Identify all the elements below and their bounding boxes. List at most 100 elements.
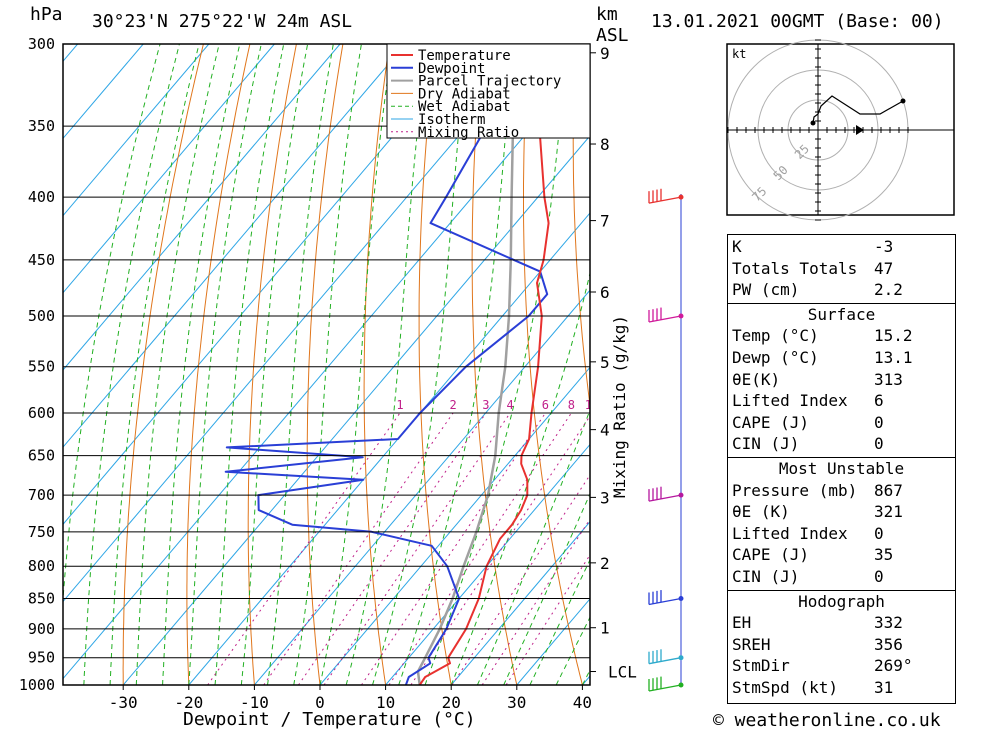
wind-barb: [648, 307, 682, 323]
dry-adiabat-line: [572, 44, 590, 410]
index-label: θE(K): [732, 369, 781, 389]
index-label: K: [732, 237, 742, 256]
index-value: 2.2: [874, 280, 903, 300]
index-value: 35: [874, 545, 894, 565]
index-row: θE(K) 313: [732, 370, 951, 391]
legend-label: Mixing Ratio: [418, 125, 519, 141]
index-label: PW (cm): [732, 280, 800, 300]
hodograph-unit: kt: [732, 47, 746, 61]
mixing-ratio-line: [323, 412, 511, 685]
pressure-tick-label: 800: [28, 557, 55, 575]
index-label: CIN (J): [732, 567, 800, 586]
index-label: Dewp (°C): [732, 348, 819, 367]
index-label: Lifted Index: [732, 391, 848, 411]
km-tick-label: 2: [600, 554, 610, 573]
isotherm-line: [63, 44, 472, 526]
index-row: Lifted Index 0: [732, 524, 951, 545]
km-tick-label: 9: [600, 44, 610, 63]
legend-label: Isotherm: [418, 112, 485, 128]
index-value: 6: [874, 391, 884, 411]
mixing-ratio-line: [481, 518, 590, 685]
mixing-ratio-label: 20: [652, 398, 666, 412]
index-label: CIN (J): [732, 434, 800, 454]
legend-label: Dewpoint: [418, 61, 485, 77]
mixing-ratio-line: [263, 412, 454, 685]
mixing-ratio-label: 3: [482, 398, 489, 412]
dry-adiabat-line: [622, 44, 714, 685]
mixing-ratio-label: 6: [542, 398, 549, 412]
wet-adiabat-line: [83, 44, 180, 685]
pressure-unit: hPa: [30, 4, 63, 25]
wet-adiabat-line: [109, 44, 200, 685]
isotherm-line: [63, 44, 341, 371]
index-row: Pressure (mb) 867: [732, 481, 951, 502]
index-value: 47: [874, 258, 894, 278]
isotherm-line: [63, 44, 210, 217]
wet-adiabat-line: [319, 44, 393, 685]
mixing-ratio-line: [298, 412, 487, 685]
km-tick-label: 5: [600, 353, 610, 372]
mixing-ratio-axis-label: Mixing Ratio (g/kg): [610, 314, 629, 498]
index-row: Lifted Index 6: [732, 391, 951, 412]
pressure-tick-label: 500: [28, 307, 55, 325]
index-label: Lifted Index: [732, 523, 848, 543]
pressure-tick-label: 300: [28, 35, 55, 53]
dry-adiabat-line: [186, 44, 251, 685]
dry-adiabat-line: [247, 44, 297, 685]
x-axis-label: Dewpoint / Temperature (°C): [183, 709, 476, 730]
table-divider: [728, 457, 955, 458]
index-row: CAPE (J) 35: [732, 545, 951, 566]
index-value: 356: [874, 634, 903, 654]
mixing-ratio-line: [451, 474, 590, 685]
wet-adiabat-line: [162, 44, 241, 685]
km-tick-label: 1: [600, 619, 610, 638]
index-row: SREH 356: [732, 635, 951, 656]
index-value: 0: [874, 412, 884, 432]
table-section-title: Surface: [807, 304, 876, 324]
mixing-ratio-line: [361, 412, 546, 685]
parcel-trajectory-line: [416, 44, 515, 685]
wet-adiabat-line: [529, 558, 590, 685]
dry-adiabat-line: [363, 44, 390, 685]
lcl-label: LCL: [608, 663, 637, 682]
height-unit-asl: ASL: [596, 25, 629, 46]
index-value: -3: [874, 237, 894, 256]
isotherm-line: [188, 212, 590, 685]
table-divider: [728, 589, 955, 591]
datetime-title: 13.01.2021 00GMT (Base: 00): [651, 11, 944, 32]
index-label: Temp (°C): [732, 326, 819, 346]
pressure-tick-label: 750: [28, 523, 55, 541]
legend-label: Temperature: [418, 48, 511, 64]
legend-label: Parcel Trajectory: [418, 74, 561, 90]
index-row: Totals Totals 47: [732, 259, 951, 280]
isotherm-line: [63, 44, 538, 603]
x-tick-label: 40: [573, 693, 592, 712]
wind-barb: [648, 486, 682, 502]
mixing-ratio-label: 1: [396, 398, 403, 412]
index-label: CAPE (J): [732, 545, 810, 565]
x-tick-label: 30: [507, 693, 526, 712]
wet-adiabat-line: [63, 44, 161, 606]
index-value: 13.1: [874, 348, 913, 367]
legend-label: Dry Adiabat: [418, 86, 511, 102]
mixing-ratio-line: [410, 415, 590, 685]
index-label: StmSpd (kt): [732, 678, 838, 697]
wet-adiabat-line: [555, 616, 590, 685]
km-tick-label: 8: [600, 135, 610, 154]
index-label: EH: [732, 613, 752, 633]
wind-barb: [648, 676, 682, 692]
wet-adiabat-line: [240, 44, 309, 685]
table-divider: [728, 302, 955, 304]
copyright[interactable]: © weatheronline.co.uk: [713, 710, 941, 731]
pressure-tick-label: 900: [28, 620, 55, 638]
index-row: EH 332: [732, 613, 951, 634]
index-value: 0: [874, 567, 884, 586]
isotherm-line: [254, 289, 590, 685]
isotherm-line: [450, 520, 590, 685]
isotherm-line: [63, 44, 275, 294]
index-value: 313: [874, 369, 903, 389]
km-tick-label: 4: [600, 421, 610, 440]
km-tick-label: 3: [600, 488, 610, 507]
pressure-tick-label: 1000: [19, 676, 55, 694]
wind-barb: [648, 590, 682, 606]
